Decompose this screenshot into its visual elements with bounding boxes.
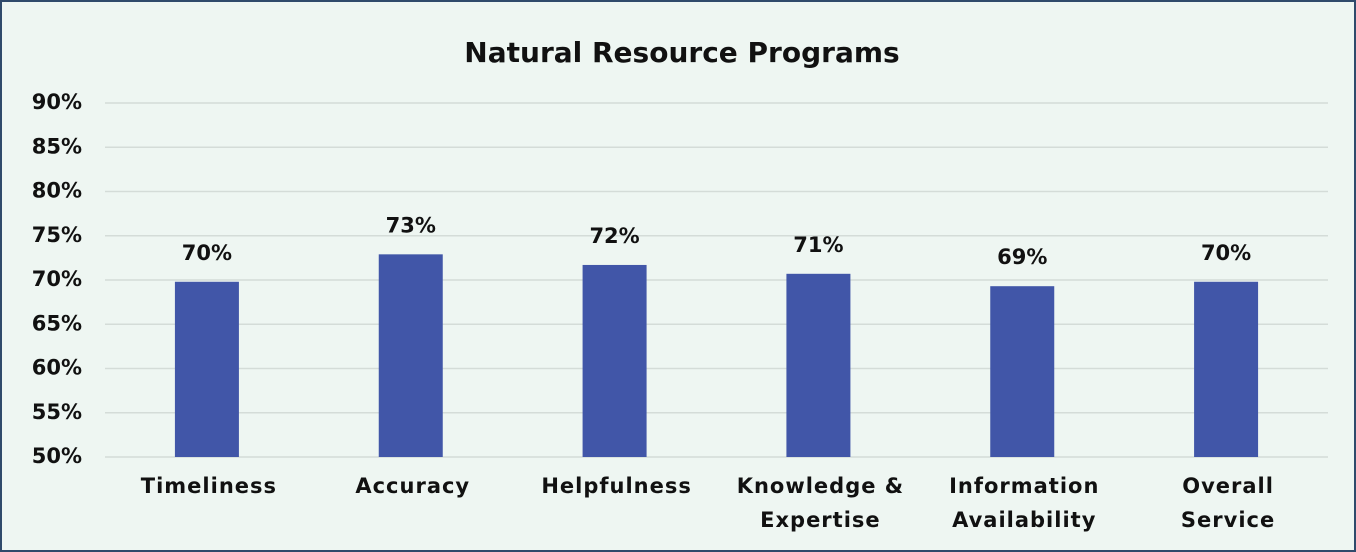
- y-tick-label: 80%: [32, 179, 82, 203]
- y-tick-label: 85%: [32, 134, 82, 158]
- y-tick-label: 75%: [32, 223, 82, 247]
- bar: [378, 254, 443, 457]
- chart-title: Natural Resource Programs: [464, 36, 899, 69]
- data-label: 73%: [386, 213, 436, 237]
- y-tick-label: 65%: [32, 311, 82, 335]
- x-tick-label: Helpfulness: [541, 474, 692, 498]
- bar: [786, 273, 851, 457]
- bar: [1194, 281, 1259, 457]
- data-label: 70%: [1201, 241, 1251, 265]
- x-tick-label: Knowledge & Expertise: [736, 474, 905, 532]
- bar: [582, 264, 647, 457]
- x-tick-label: Timeliness: [140, 474, 278, 498]
- x-tick-label: Overall Service: [1180, 474, 1276, 532]
- y-tick-label: 90%: [32, 90, 82, 114]
- y-tick-label: 60%: [32, 356, 82, 380]
- bar: [174, 281, 239, 457]
- data-label: 72%: [589, 224, 639, 248]
- x-tick-label: Information Availability: [949, 474, 1100, 532]
- data-label: 69%: [997, 245, 1047, 269]
- y-tick-label: 55%: [32, 400, 82, 424]
- x-tick-label: Accuracy: [355, 474, 471, 498]
- bar: [990, 286, 1055, 457]
- y-tick-label: 70%: [32, 267, 82, 291]
- y-tick-label: 50%: [32, 444, 82, 468]
- data-label: 70%: [182, 241, 232, 265]
- data-label: 71%: [793, 233, 843, 257]
